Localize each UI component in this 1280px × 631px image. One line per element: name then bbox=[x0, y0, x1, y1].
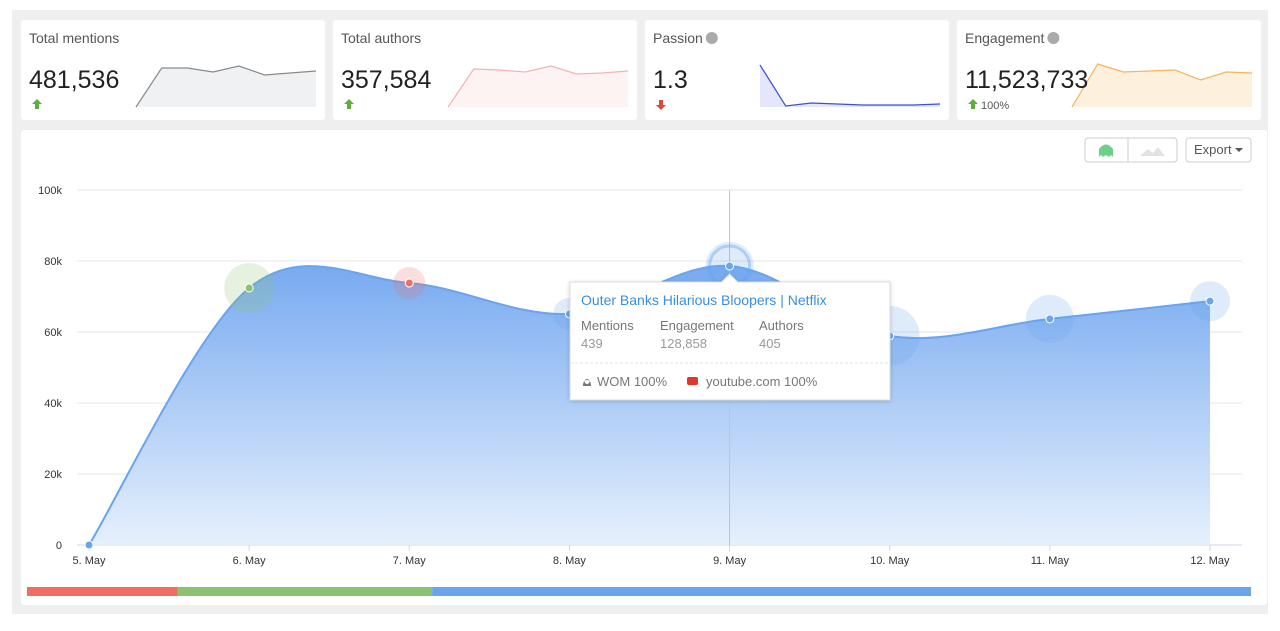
x-tick-label: 6. May bbox=[233, 555, 267, 567]
point[interactable] bbox=[1205, 296, 1215, 306]
x-tick-label: 5. May bbox=[72, 555, 106, 567]
y-tick-label: 40k bbox=[44, 398, 62, 410]
x-tick-label: 8. May bbox=[553, 555, 587, 567]
distribution-segment[interactable] bbox=[432, 587, 1251, 596]
point[interactable] bbox=[725, 261, 735, 271]
card-change: 100% bbox=[981, 100, 1009, 112]
wom-icon bbox=[583, 379, 591, 386]
point[interactable] bbox=[1045, 314, 1055, 324]
x-tick-label: 11. May bbox=[1031, 555, 1070, 567]
card-value: 1.3 bbox=[653, 66, 688, 94]
view-toggle[interactable] bbox=[1084, 137, 1178, 163]
card-value: 11,523,733 bbox=[965, 66, 1088, 94]
x-tick-label: 10. May bbox=[870, 555, 910, 567]
export-button[interactable] bbox=[1185, 137, 1252, 163]
tooltip-value: 439 bbox=[581, 336, 603, 351]
y-tick-label: 100k bbox=[38, 185, 62, 197]
x-tick-label: 9. May bbox=[713, 555, 747, 567]
point[interactable] bbox=[404, 278, 414, 288]
export-label[interactable]: Export bbox=[1194, 142, 1232, 157]
y-tick-label: 60k bbox=[44, 327, 62, 339]
tooltip-title[interactable]: Outer Banks Hilarious Bloopers | Netflix bbox=[581, 292, 827, 308]
sparkline bbox=[135, 65, 317, 108]
trend-arrow bbox=[32, 99, 42, 109]
x-tick-label: 12. May bbox=[1190, 555, 1230, 567]
trend-arrow bbox=[968, 99, 978, 109]
sparkline-area bbox=[760, 65, 940, 107]
card bbox=[645, 20, 949, 120]
info-icon[interactable] bbox=[1047, 32, 1060, 44]
tooltip-value: 405 bbox=[759, 336, 781, 351]
sparkline-area bbox=[136, 66, 316, 107]
youtube-icon bbox=[687, 377, 698, 385]
tooltip-label: Mentions bbox=[581, 318, 634, 333]
sparkline bbox=[759, 64, 941, 107]
card-title: Passion bbox=[653, 30, 703, 46]
y-tick-label: 0 bbox=[56, 540, 62, 552]
card-value: 357,584 bbox=[341, 66, 431, 94]
tooltip-source: WOM 100% bbox=[597, 374, 668, 389]
caret bbox=[1235, 148, 1243, 152]
y-tick-label: 20k bbox=[44, 469, 62, 481]
trend-arrow bbox=[656, 100, 666, 110]
point[interactable] bbox=[244, 283, 254, 293]
toggle-frame bbox=[1084, 137, 1178, 163]
card-value: 481,536 bbox=[29, 66, 119, 94]
point[interactable] bbox=[84, 540, 94, 550]
tooltip-box bbox=[569, 273, 891, 401]
sparkline-area bbox=[1072, 64, 1252, 107]
sparkline-area bbox=[448, 66, 628, 107]
y-tick-label: 80k bbox=[44, 256, 62, 268]
tooltip-value: 128,858 bbox=[660, 336, 707, 351]
sparkline bbox=[1071, 63, 1253, 108]
card-title: Total authors bbox=[341, 30, 421, 46]
x-tick-label: 7. May bbox=[393, 555, 427, 567]
distribution-segment[interactable] bbox=[177, 587, 433, 596]
trend-arrow bbox=[344, 99, 354, 109]
card-title: Total mentions bbox=[29, 30, 119, 46]
distribution-segment[interactable] bbox=[27, 587, 178, 596]
icon-area[interactable] bbox=[1140, 147, 1165, 156]
icon-bubbles[interactable] bbox=[1099, 144, 1113, 158]
tooltip-label: Authors bbox=[759, 318, 804, 333]
tooltip-source: youtube.com 100% bbox=[706, 374, 818, 389]
info-icon[interactable] bbox=[705, 32, 718, 44]
tooltip-label: Engagement bbox=[660, 318, 734, 333]
area bbox=[89, 265, 1210, 545]
card-title: Engagement bbox=[965, 30, 1045, 46]
sparkline bbox=[447, 65, 629, 108]
